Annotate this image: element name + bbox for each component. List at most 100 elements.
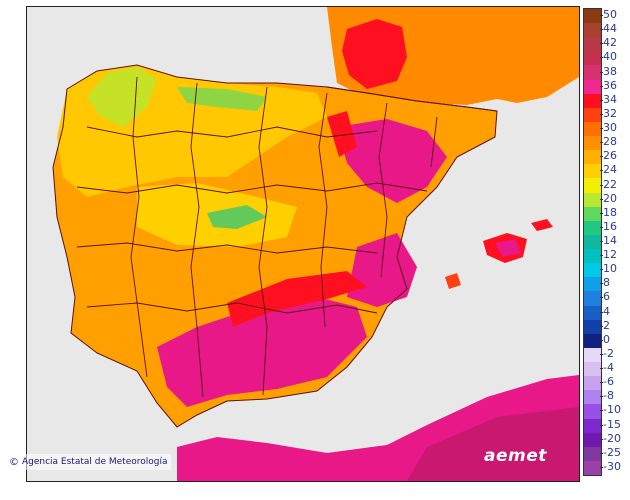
legend-swatch bbox=[584, 404, 601, 419]
legend-swatch bbox=[584, 460, 601, 476]
ebro-hot-zone bbox=[337, 119, 447, 203]
legend-swatch bbox=[584, 418, 601, 434]
copyright-icon: © bbox=[9, 456, 19, 468]
legend-swatch bbox=[584, 192, 601, 208]
legend-swatch bbox=[584, 277, 601, 292]
legend-label: 42 bbox=[603, 36, 617, 50]
legend-tick bbox=[600, 184, 603, 186]
andalusia-red-zone bbox=[227, 271, 367, 327]
legend-label: 32 bbox=[603, 106, 617, 120]
legend-tick bbox=[600, 466, 603, 468]
legend-tick bbox=[600, 226, 603, 228]
legend-tick bbox=[600, 396, 603, 398]
legend-tick bbox=[600, 85, 603, 87]
legend-label: 50 bbox=[603, 8, 617, 22]
legend-label: 8 bbox=[603, 276, 610, 290]
legend-tick bbox=[600, 57, 603, 59]
legend-label: 14 bbox=[603, 234, 617, 247]
legend-swatch bbox=[584, 164, 601, 179]
province-borders bbox=[76, 76, 438, 398]
legend-label: 18 bbox=[603, 205, 617, 219]
legend-swatch bbox=[584, 51, 601, 66]
legend-label: 2 bbox=[603, 318, 610, 332]
legend-tick bbox=[600, 410, 603, 412]
legend-tick bbox=[600, 241, 603, 242]
legend-swatch bbox=[584, 206, 601, 222]
legend-tick bbox=[600, 43, 603, 45]
legend-label: 26 bbox=[603, 149, 617, 163]
legend-tick bbox=[600, 452, 603, 454]
africa-hot-zone bbox=[407, 407, 579, 481]
legend-swatch bbox=[584, 234, 601, 250]
legend-label: -30 bbox=[603, 459, 621, 473]
legend-label: 22 bbox=[603, 177, 617, 191]
france-hot-zone bbox=[342, 19, 407, 89]
legend-tick bbox=[600, 339, 603, 341]
legend-label: 40 bbox=[603, 50, 617, 64]
legend-label: 16 bbox=[603, 219, 617, 233]
legend-tick bbox=[600, 368, 603, 370]
legend-swatch bbox=[584, 432, 601, 448]
legend-swatch bbox=[584, 178, 601, 194]
legend-swatch bbox=[584, 446, 601, 462]
legend-swatch bbox=[584, 107, 601, 123]
legend-label: 12 bbox=[603, 248, 617, 262]
legend-tick bbox=[600, 198, 603, 200]
legend-tick bbox=[600, 113, 603, 115]
legend-tick bbox=[600, 71, 603, 73]
legend-swatch bbox=[584, 376, 601, 391]
legend-swatch bbox=[584, 347, 601, 363]
legend-tick bbox=[600, 325, 603, 327]
legend-tick bbox=[600, 311, 603, 313]
legend-label: 30 bbox=[603, 121, 617, 135]
legend-label: 24 bbox=[603, 163, 617, 177]
iberia-coastline bbox=[52, 64, 498, 428]
legend-tick bbox=[600, 255, 603, 257]
galicia-green-zone bbox=[87, 67, 157, 127]
legend-label: -4 bbox=[603, 361, 614, 375]
legend-label: 6 bbox=[603, 290, 610, 304]
legend-swatch bbox=[584, 65, 601, 81]
legend-tick bbox=[600, 99, 603, 101]
sierra-green-zone bbox=[207, 205, 267, 229]
legend-swatch bbox=[584, 150, 601, 165]
legend-tick bbox=[600, 156, 603, 158]
legend-swatch bbox=[584, 121, 601, 137]
legend-tick bbox=[600, 382, 603, 384]
legend-label: -10 bbox=[603, 403, 621, 417]
menorca-island bbox=[531, 219, 553, 231]
ebro-red-zone bbox=[327, 111, 357, 157]
legend-label: -8 bbox=[603, 389, 614, 403]
legend-label: 44 bbox=[603, 22, 617, 36]
legend-swatch bbox=[584, 79, 601, 95]
legend-color-bar bbox=[583, 8, 602, 476]
legend-swatch bbox=[584, 23, 601, 38]
legend-swatch bbox=[584, 319, 601, 335]
legend-tick bbox=[600, 128, 603, 130]
andalusia-hot-zone bbox=[157, 297, 367, 407]
legend-tick bbox=[600, 283, 603, 285]
legend-label: 36 bbox=[603, 78, 617, 92]
legend-label: 10 bbox=[603, 262, 617, 276]
logo-text: aemet bbox=[484, 446, 547, 466]
mallorca-hot-zone bbox=[495, 239, 521, 257]
france-spain-border bbox=[326, 86, 498, 112]
legend-swatch bbox=[584, 220, 601, 236]
legend-label: 4 bbox=[603, 304, 610, 318]
legend-label: -20 bbox=[603, 431, 621, 445]
legend-label: 34 bbox=[603, 92, 617, 106]
legend-swatch bbox=[584, 291, 601, 307]
legend-swatch bbox=[584, 249, 601, 264]
legend-tick bbox=[600, 297, 603, 299]
legend-label: 28 bbox=[603, 135, 617, 149]
credit-text: Agencia Estatal de Meteorología bbox=[22, 457, 168, 467]
legend-swatch bbox=[584, 37, 601, 52]
temperature-map bbox=[26, 6, 580, 482]
legend-tick bbox=[600, 424, 603, 426]
legend-tick bbox=[600, 269, 603, 271]
legend-label: 0 bbox=[603, 332, 610, 346]
map-canvas bbox=[52, 7, 579, 481]
legend-tick bbox=[600, 212, 603, 214]
aemet-logo: aemet bbox=[484, 446, 547, 466]
legend-label: 38 bbox=[603, 64, 617, 78]
